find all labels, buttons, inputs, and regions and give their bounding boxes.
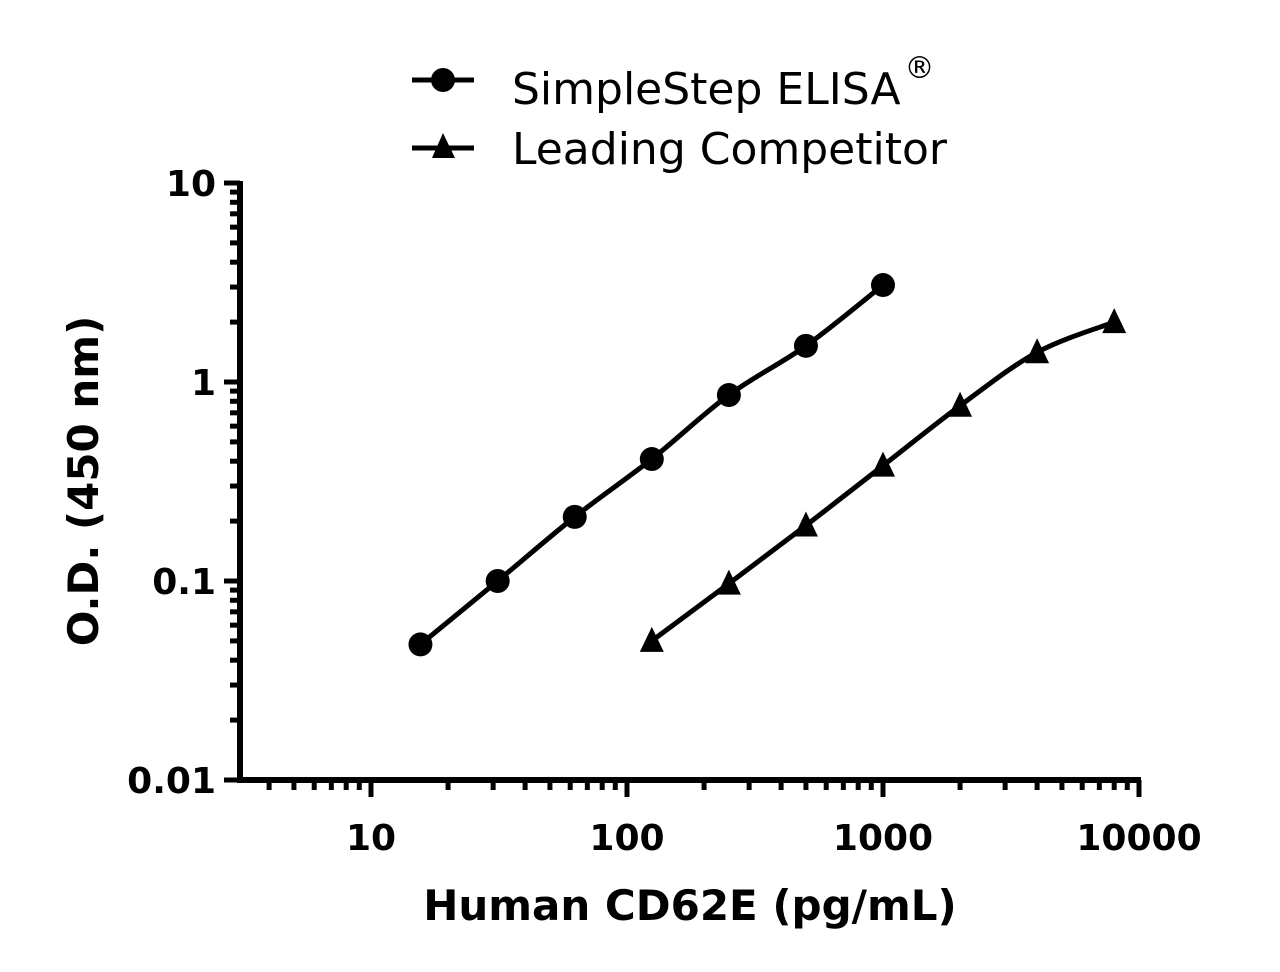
circle-marker-icon: [431, 68, 455, 92]
x-axis-title: Human CD62E (pg/mL): [423, 881, 957, 930]
y-tick-labels: 0.01 0.1 1 10: [127, 164, 216, 802]
triangle-marker-icon: [948, 391, 973, 417]
triangle-marker-icon: [432, 133, 455, 158]
legend: SimpleStep ELISA ® Leading Competitor: [412, 51, 948, 175]
series-simplestep: [408, 273, 895, 657]
circle-marker-icon: [639, 447, 664, 472]
y-tick-label: 10: [166, 164, 216, 205]
x-tick-labels: 10 100 1000 10000: [346, 818, 1202, 859]
circle-marker-icon: [485, 569, 510, 593]
legend-label: Leading Competitor: [512, 124, 948, 175]
x-tick-label: 10000: [1076, 818, 1201, 859]
plot-series: [408, 273, 1127, 657]
y-tick-label: 0.01: [127, 761, 216, 802]
x-tick-label: 10: [346, 818, 396, 859]
triangle-marker-icon: [871, 451, 895, 477]
circle-marker-icon: [562, 504, 587, 529]
circle-marker-icon: [871, 273, 895, 298]
y-tick-label: 0.1: [152, 562, 216, 603]
series-competitor: [639, 308, 1127, 652]
y-axis-title: O.D. (450 nm): [59, 316, 108, 647]
circle-marker-icon: [716, 383, 741, 408]
axes: [224, 180, 1142, 797]
y-tick-label: 1: [191, 363, 216, 404]
triangle-marker-icon: [1102, 308, 1127, 334]
legend-item-competitor: Leading Competitor: [412, 124, 948, 175]
x-tick-label: 100: [589, 818, 664, 859]
triangle-marker-icon: [793, 511, 818, 537]
legend-item-simplestep: SimpleStep ELISA ®: [412, 51, 935, 115]
triangle-marker-icon: [716, 569, 741, 595]
triangle-marker-icon: [639, 626, 664, 652]
triangle-marker-icon: [1025, 338, 1050, 364]
circle-marker-icon: [408, 632, 433, 657]
circle-marker-icon: [793, 333, 818, 358]
x-tick-label: 1000: [833, 818, 933, 859]
legend-label: SimpleStep ELISA ®: [512, 51, 935, 115]
